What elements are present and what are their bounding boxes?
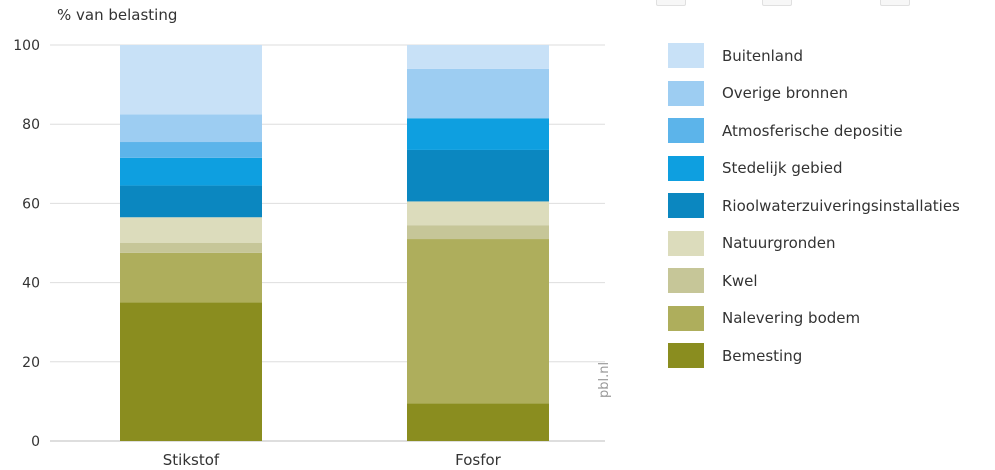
legend-swatch (668, 305, 704, 331)
watermark: pbl.nl (597, 361, 612, 398)
bar-segment-bemesting (407, 403, 549, 441)
y-tick-label: 60 (22, 196, 40, 212)
legend-item: Overige bronnen (668, 75, 990, 113)
chart-legend: Buitenland Overige bronnen Atmosferische d… (668, 37, 990, 375)
legend-swatch (668, 43, 704, 69)
bar-segment-kwel (407, 225, 549, 240)
y-tick-label: 20 (22, 355, 40, 371)
bar-segment-bemesting (120, 302, 262, 441)
bar-segment-overige-bronnen (407, 68, 549, 119)
legend-swatch (668, 118, 704, 144)
bar-segment-kwel (120, 243, 262, 253)
y-tick-label: 0 (31, 434, 40, 450)
top-decoration-box (762, 0, 792, 6)
bar-segment-nalevering-bodem (407, 239, 549, 404)
bar-segment-overige-bronnen (120, 114, 262, 143)
legend-label: Nalevering bodem (722, 309, 861, 328)
y-axis-label: % van belasting (57, 6, 178, 24)
bar-segment-atmosferische-depositie (120, 142, 262, 158)
legend-item: Natuurgronden (668, 225, 990, 263)
legend-swatch (668, 193, 704, 219)
bar-segment-natuurgronden (407, 201, 549, 226)
legend-label: Atmosferische depositie (722, 121, 903, 140)
bar-segment-buitenland (120, 45, 262, 115)
legend-item: Kwel (668, 262, 990, 300)
legend-item: Nalevering bodem (668, 300, 990, 338)
legend-label: Bemesting (722, 346, 803, 365)
legend-swatch (668, 80, 704, 106)
legend-swatch (668, 343, 704, 369)
x-tick-label: Stikstof (163, 451, 220, 469)
bar-segment-natuurgronden (120, 217, 262, 243)
legend-label: Natuurgronden (722, 234, 836, 253)
legend-item: Atmosferische depositie (668, 112, 990, 150)
legend-item: Buitenland (668, 37, 990, 75)
bar-segment-nalevering-bodem (120, 252, 262, 303)
top-decoration-box (656, 0, 686, 6)
legend-swatch (668, 155, 704, 181)
legend-label: Overige bronnen (722, 84, 849, 103)
bar-segment-stedelijk-gebied (407, 118, 549, 150)
legend-swatch (668, 268, 704, 294)
legend-swatch (668, 230, 704, 256)
y-tick-label: 80 (22, 117, 40, 133)
y-tick-label: 100 (13, 38, 40, 54)
bar-segment-rioolwaterzuiveringsinstallaties (120, 185, 262, 218)
x-tick-label: Fosfor (455, 451, 502, 469)
bar-segment-buitenland (407, 45, 549, 69)
legend-label: Stedelijk gebied (722, 159, 843, 178)
legend-label: Buitenland (722, 46, 803, 65)
y-tick-label: 40 (22, 276, 40, 292)
legend-item: Stedelijk gebied (668, 150, 990, 188)
legend-label: Kwel (722, 271, 758, 290)
legend-item: Bemesting (668, 337, 990, 375)
top-decoration-box (880, 0, 910, 6)
bar-segment-stedelijk-gebied (120, 157, 262, 186)
legend-label: Rioolwaterzuiveringsinstallaties (722, 196, 960, 215)
legend-item: Rioolwaterzuiveringsinstallaties (668, 187, 990, 225)
bar-segment-rioolwaterzuiveringsinstallaties (407, 149, 549, 202)
